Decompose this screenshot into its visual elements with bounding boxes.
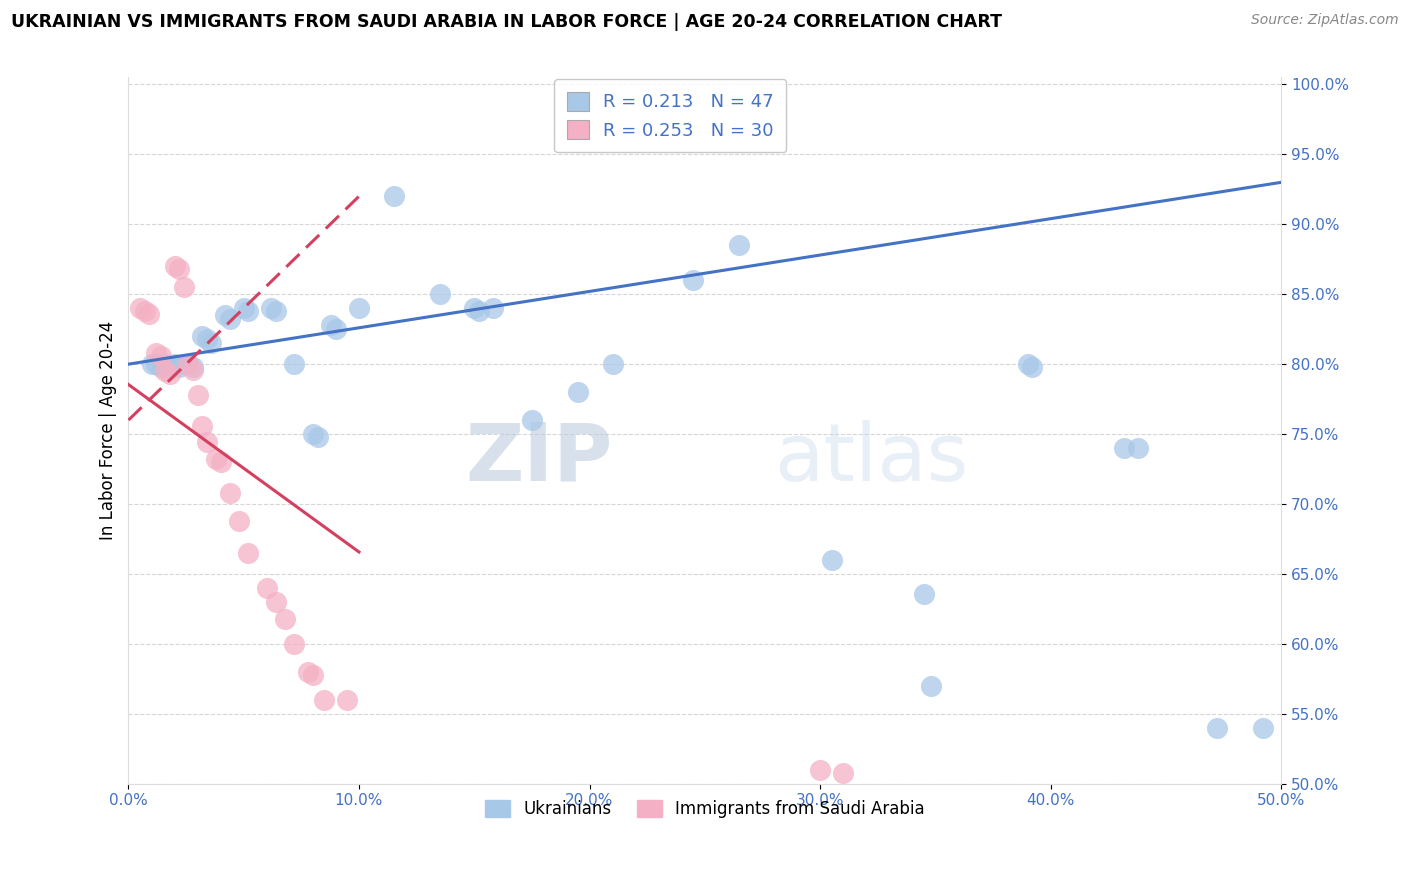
Point xyxy=(191,329,214,343)
Point xyxy=(567,385,589,400)
Point xyxy=(260,301,283,316)
Point xyxy=(468,304,491,318)
Point xyxy=(347,301,370,316)
Point xyxy=(195,332,218,346)
Point xyxy=(163,357,186,371)
Point xyxy=(163,259,186,273)
Point xyxy=(200,336,222,351)
Point xyxy=(187,388,209,402)
Point xyxy=(1205,721,1227,735)
Text: ZIP: ZIP xyxy=(465,420,613,498)
Point xyxy=(177,357,200,371)
Point xyxy=(602,357,624,371)
Point xyxy=(481,301,503,316)
Point xyxy=(138,307,160,321)
Point xyxy=(205,452,228,467)
Point xyxy=(1017,357,1039,371)
Point xyxy=(429,287,451,301)
Point xyxy=(228,514,250,528)
Point xyxy=(1128,441,1150,455)
Point xyxy=(1251,721,1274,735)
Point xyxy=(173,280,195,294)
Point xyxy=(134,304,156,318)
Point xyxy=(820,553,842,567)
Point xyxy=(159,359,181,374)
Point xyxy=(314,693,336,707)
Text: UKRAINIAN VS IMMIGRANTS FROM SAUDI ARABIA IN LABOR FORCE | AGE 20-24 CORRELATION: UKRAINIAN VS IMMIGRANTS FROM SAUDI ARABI… xyxy=(11,13,1002,31)
Point xyxy=(302,667,325,681)
Point xyxy=(238,304,260,318)
Point xyxy=(145,357,167,371)
Point xyxy=(307,430,329,444)
Point xyxy=(195,435,218,450)
Point xyxy=(191,418,214,433)
Point xyxy=(1021,359,1043,374)
Point xyxy=(382,189,405,203)
Point xyxy=(912,586,935,600)
Point xyxy=(256,581,278,595)
Point xyxy=(682,273,704,287)
Point xyxy=(283,637,305,651)
Point xyxy=(302,427,325,442)
Point xyxy=(219,485,242,500)
Point xyxy=(181,359,204,374)
Point xyxy=(920,679,942,693)
Point xyxy=(214,308,236,322)
Point xyxy=(321,318,343,332)
Point xyxy=(181,363,204,377)
Legend: Ukrainians, Immigrants from Saudi Arabia: Ukrainians, Immigrants from Saudi Arabia xyxy=(478,793,931,825)
Point xyxy=(520,413,543,427)
Point xyxy=(173,357,195,371)
Point xyxy=(325,322,347,336)
Point xyxy=(209,455,232,469)
Point xyxy=(463,301,485,316)
Point xyxy=(264,304,287,318)
Point xyxy=(808,763,831,777)
Point xyxy=(1114,441,1136,455)
Point xyxy=(149,349,172,363)
Point xyxy=(177,357,200,371)
Point xyxy=(155,357,177,371)
Point xyxy=(129,301,152,316)
Point xyxy=(159,367,181,381)
Point xyxy=(167,359,190,374)
Point xyxy=(149,359,172,374)
Y-axis label: In Labor Force | Age 20-24: In Labor Force | Age 20-24 xyxy=(100,321,117,541)
Point xyxy=(219,312,242,326)
Point xyxy=(283,357,305,371)
Point xyxy=(297,665,319,679)
Point xyxy=(336,693,359,707)
Point xyxy=(238,546,260,560)
Point xyxy=(232,301,254,316)
Point xyxy=(728,238,751,252)
Point xyxy=(264,595,287,609)
Text: Source: ZipAtlas.com: Source: ZipAtlas.com xyxy=(1251,13,1399,28)
Point xyxy=(832,765,855,780)
Point xyxy=(155,364,177,378)
Text: atlas: atlas xyxy=(773,420,969,498)
Point xyxy=(167,262,190,277)
Point xyxy=(274,612,297,626)
Point xyxy=(141,357,163,371)
Point xyxy=(145,346,167,360)
